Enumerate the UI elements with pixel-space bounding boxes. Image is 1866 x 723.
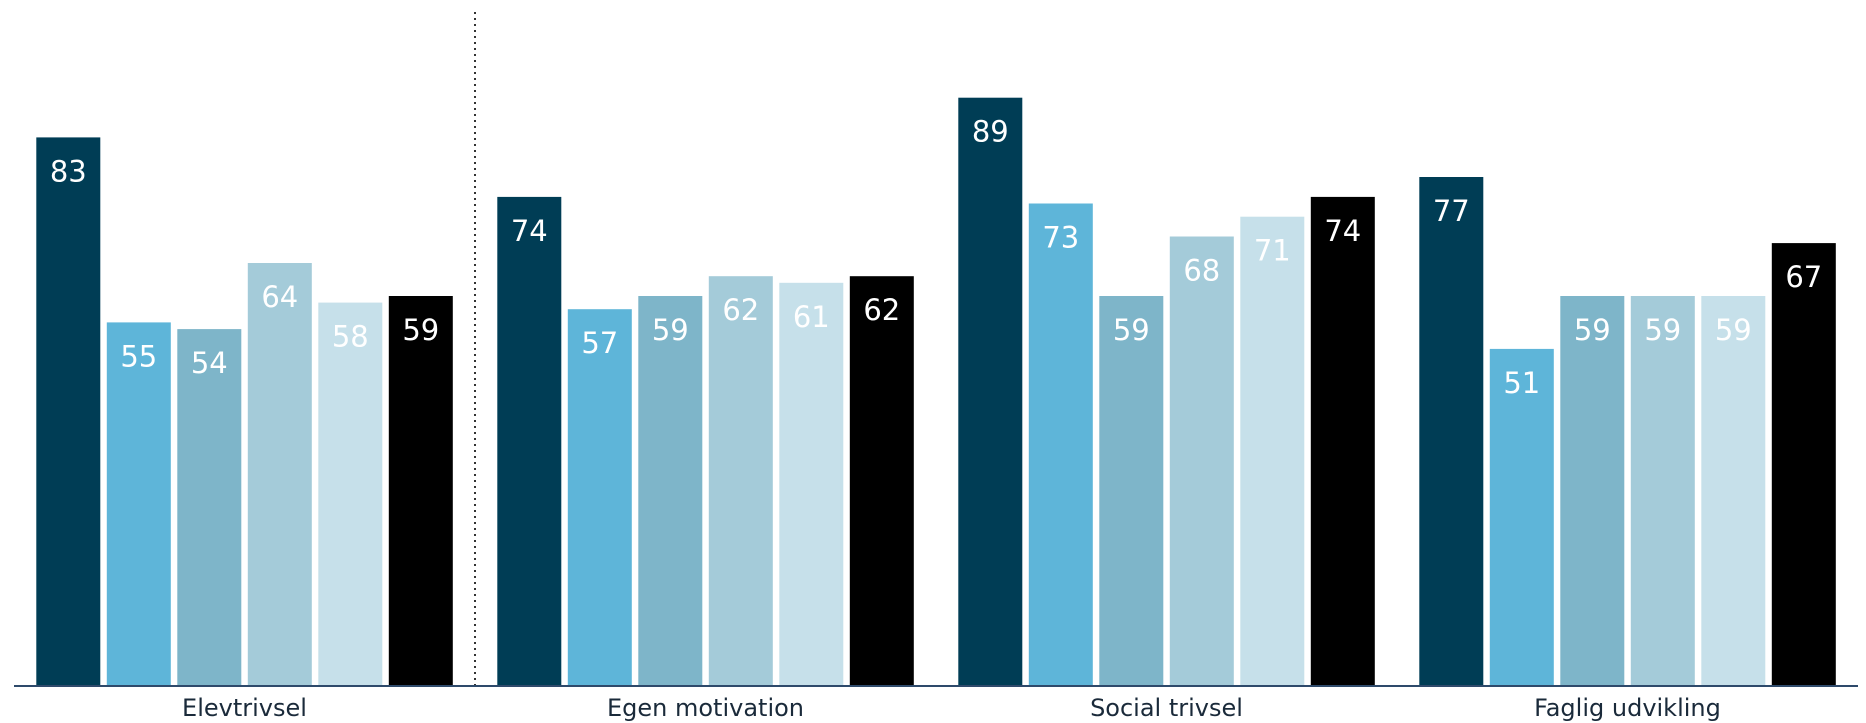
bar-value-label: 59 [652, 313, 689, 347]
bar-value-label: 67 [1785, 260, 1822, 294]
bar-egen-motivation-5 [779, 282, 844, 686]
category-label: Faglig udvikling [1534, 694, 1721, 722]
bar-value-label: 62 [863, 293, 900, 327]
bar-value-labels-layer: 83 55 54 64 58 59 74 57 59 62 61 62 89 73 59 68 71 74 77 51… [50, 115, 1822, 400]
bar-egen-motivation-4 [708, 276, 773, 686]
bar-social-trivsel-1 [958, 97, 1023, 686]
bar-value-label: 55 [120, 339, 157, 373]
bar-value-label: 64 [261, 280, 298, 314]
bar-social-trivsel-5 [1240, 216, 1305, 686]
bar-social-trivsel-4 [1169, 236, 1234, 686]
bar-value-label: 58 [332, 320, 369, 354]
bars-layer [36, 97, 1836, 686]
bar-value-label: 62 [722, 293, 759, 327]
bar-value-label: 77 [1433, 194, 1470, 228]
bar-faglig-udvikling-2 [1489, 348, 1554, 686]
category-label: Social trivsel [1090, 694, 1243, 722]
bar-elevtrivsel-2 [106, 322, 171, 686]
bar-faglig-udvikling-3 [1560, 296, 1625, 686]
bar-value-label: 59 [1715, 313, 1752, 347]
bar-elevtrivsel-3 [177, 329, 242, 686]
bar-faglig-udvikling-5 [1701, 296, 1766, 686]
bar-elevtrivsel-6 [388, 296, 453, 686]
bar-faglig-udvikling-4 [1630, 296, 1695, 686]
bar-elevtrivsel-1 [36, 137, 101, 686]
bar-value-label: 68 [1183, 254, 1220, 288]
bar-value-label: 57 [581, 326, 618, 360]
bar-value-label: 74 [1324, 214, 1361, 248]
bar-elevtrivsel-4 [247, 263, 312, 686]
bar-value-label: 71 [1254, 234, 1291, 268]
bar-value-label: 54 [191, 346, 228, 380]
category-label: Elevtrivsel [182, 694, 307, 722]
bar-value-label: 59 [1574, 313, 1611, 347]
bar-egen-motivation-2 [567, 309, 632, 686]
bar-value-label: 61 [793, 300, 830, 334]
bar-value-label: 59 [1113, 313, 1150, 347]
bar-value-label: 73 [1042, 221, 1079, 255]
bar-faglig-udvikling-6 [1771, 243, 1836, 686]
bar-egen-motivation-6 [849, 276, 914, 686]
bar-elevtrivsel-5 [318, 302, 383, 686]
bar-faglig-udvikling-1 [1419, 177, 1484, 686]
bar-social-trivsel-2 [1028, 203, 1093, 686]
bar-value-label: 83 [50, 154, 87, 188]
bar-value-label: 89 [972, 115, 1009, 149]
bar-social-trivsel-6 [1310, 196, 1375, 686]
bar-value-label: 59 [402, 313, 439, 347]
category-label: Egen motivation [607, 694, 804, 722]
bar-egen-motivation-1 [497, 196, 562, 686]
bar-value-label: 51 [1503, 366, 1540, 400]
bar-social-trivsel-3 [1099, 296, 1164, 686]
bar-egen-motivation-3 [638, 296, 703, 686]
category-labels-layer: Elevtrivsel Egen motivation Social trivsel… [182, 694, 1721, 722]
bar-value-label: 59 [1644, 313, 1681, 347]
bar-value-label: 74 [511, 214, 548, 248]
